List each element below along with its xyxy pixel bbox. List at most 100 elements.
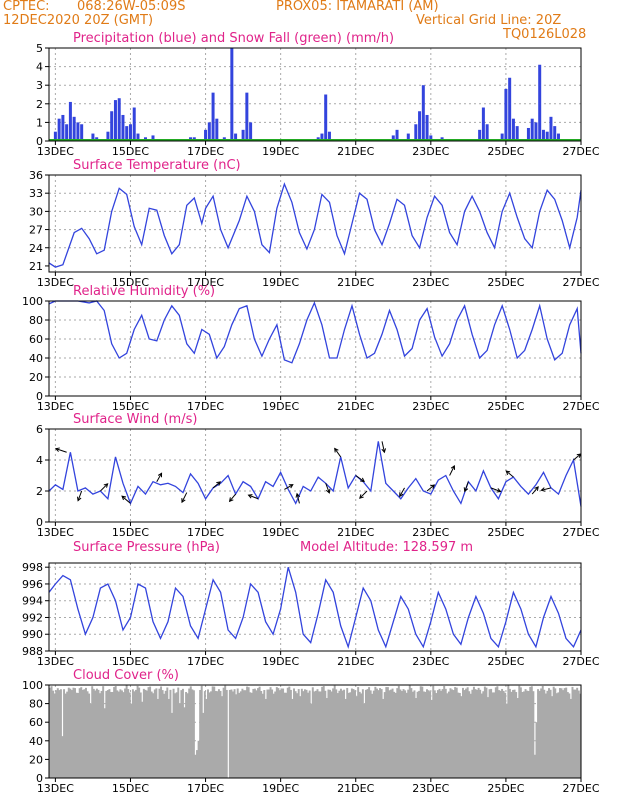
cloud-bar: [253, 688, 256, 778]
wind-arrow: [212, 481, 221, 489]
precip-bar: [234, 133, 238, 141]
y-tick-label: 100: [22, 679, 43, 692]
panel-title: Precipitation (blue) and Snow Fall (gree…: [73, 31, 394, 46]
wind-arrow: [399, 487, 405, 497]
cloud-bar: [416, 691, 419, 778]
cloud-bar: [400, 691, 403, 778]
y-tick-label: 0: [36, 516, 43, 529]
panel-title: Relative Humidity (%): [73, 284, 215, 299]
precip-bar: [207, 122, 211, 141]
cloud-bar: [102, 686, 105, 778]
x-tick-label: 25DEC: [487, 526, 524, 539]
cloud-bar: [379, 688, 382, 778]
cloud-bar: [579, 693, 582, 778]
wind-arrow: [55, 448, 67, 453]
cloud-bar: [299, 696, 302, 778]
cloud-bar: [386, 687, 389, 778]
precip-bar: [249, 122, 253, 141]
x-tick-label: 23DEC: [412, 526, 449, 539]
cloud-bar: [53, 693, 56, 778]
wind-arrow-head: [540, 487, 546, 492]
cloud-bar: [385, 687, 388, 778]
cloud-bar: [468, 691, 471, 778]
cloud-bar: [482, 691, 485, 778]
cloud-bar: [250, 692, 253, 778]
wind-arrow: [296, 493, 300, 504]
cloud-bar: [289, 689, 292, 778]
cloud-bar: [354, 690, 357, 778]
cloud-bar: [339, 688, 342, 778]
x-tick-label: 15DEC: [112, 145, 149, 158]
cloud-bar: [56, 688, 59, 778]
y-tick-label: 2: [36, 485, 43, 498]
cloud-bar: [81, 689, 84, 778]
cloud-bar: [532, 691, 535, 778]
x-tick-label: 19DEC: [262, 655, 299, 668]
cloud-bar: [67, 687, 70, 778]
cloud-bar: [282, 688, 285, 778]
precip-bar: [500, 133, 504, 141]
x-tick-label: 15DEC: [112, 782, 149, 795]
precip-bar: [91, 133, 95, 141]
cloud-bar: [150, 691, 153, 778]
wind-arrow-head: [54, 447, 60, 452]
precip-bar: [327, 131, 331, 141]
cloud-bar: [219, 690, 222, 778]
wind-arrow-head: [216, 481, 222, 486]
wind-arrow: [449, 465, 455, 476]
cloud-bar: [518, 685, 521, 778]
cloud-bar: [221, 696, 224, 778]
cloud-bar: [427, 690, 430, 778]
precip-bar: [534, 122, 538, 141]
cloud-bar: [469, 693, 472, 778]
cloud-bar: [277, 688, 280, 778]
cloud-bar: [399, 689, 402, 778]
wind-arrow-head: [288, 484, 294, 489]
cloud-bar: [560, 688, 563, 778]
precip-bar: [57, 118, 61, 141]
cloud-bar: [246, 686, 249, 778]
cloud-bar: [313, 691, 316, 778]
cloud-bar: [577, 690, 580, 778]
precip-bar: [421, 85, 425, 141]
cloud-bar: [305, 689, 308, 778]
cloud-bar: [66, 691, 69, 778]
cloud-bar: [543, 689, 546, 778]
cloud-bar: [216, 691, 219, 778]
cloud-bar: [158, 688, 161, 778]
precip-bar: [76, 122, 80, 141]
cloud-bar: [111, 691, 114, 778]
cloud-bar: [164, 690, 167, 778]
cloud-bar: [347, 692, 350, 778]
cloud-bar: [361, 689, 364, 778]
y-tick-label: 80: [29, 698, 43, 711]
wind-arrow-head: [359, 494, 364, 499]
cloud-bar: [266, 689, 269, 778]
wind-arrow: [426, 484, 435, 492]
cloud-bar: [446, 693, 449, 778]
precip-bar: [151, 135, 155, 141]
panel-frame: [48, 174, 582, 273]
precip-bar: [117, 98, 121, 141]
cloud-bar: [436, 690, 439, 778]
wind-arrow-head: [450, 464, 456, 470]
cloud-bar: [214, 690, 217, 778]
panel-title: Surface Wind (m/s): [73, 412, 197, 427]
x-tick-label: 13DEC: [37, 400, 74, 413]
cloud-bar: [449, 688, 452, 778]
wind-arrow: [464, 481, 469, 492]
cloud-bar: [452, 690, 455, 778]
cloud-bar: [77, 692, 80, 778]
precip-bar: [429, 135, 433, 141]
cloud-bar: [350, 688, 353, 778]
cloud-bar: [188, 688, 191, 778]
panel-frame: [48, 300, 582, 397]
cloud-bar: [316, 689, 319, 778]
wind-arrow: [248, 494, 259, 500]
x-tick-label: 17DEC: [187, 655, 224, 668]
cloud-bar: [211, 686, 214, 778]
cloud-bar: [480, 693, 483, 778]
wind-arrow: [181, 492, 188, 503]
cloud-bar: [156, 698, 159, 778]
cloud-bar: [460, 696, 463, 778]
